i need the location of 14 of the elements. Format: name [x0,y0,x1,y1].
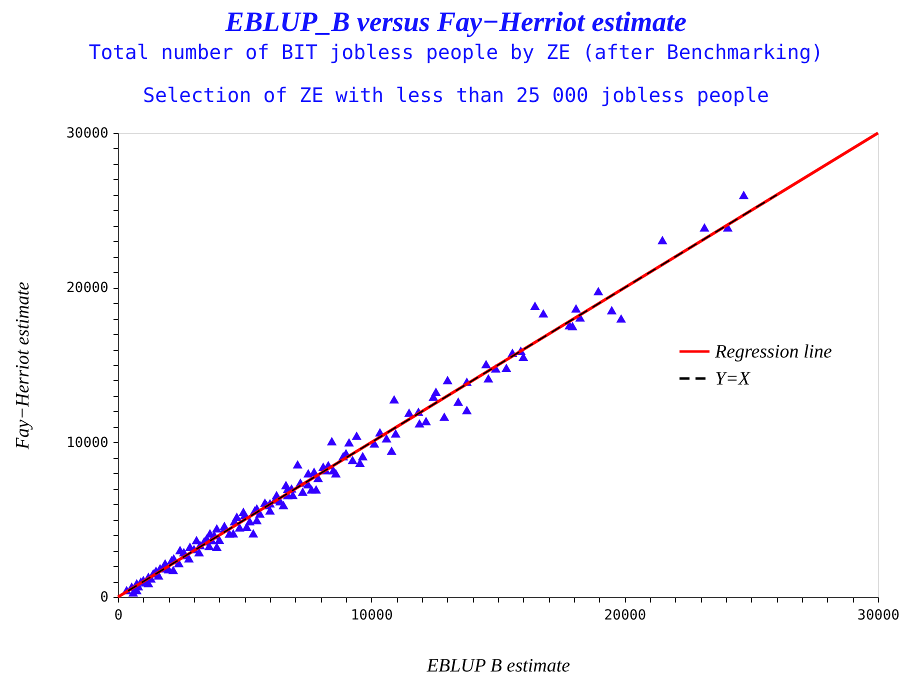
legend-label: Y=X [715,368,752,390]
y-axis-title: Fay−Herriot estimate [12,282,34,450]
y-tick-label: 20000 [66,280,108,296]
x-axis-title: EBLUP B estimate [426,656,570,676]
legend-label: Regression line [714,342,832,362]
x-tick-label: 30000 [857,608,900,624]
y-tick-label: 30000 [66,126,108,142]
x-tick-label: 10000 [350,608,393,624]
y-tick-label: 10000 [66,434,108,451]
x-tick-label: 0 [114,608,123,624]
x-tick-label: 20000 [604,608,646,624]
chart-subtitle: Total number of BIT jobless people by ZE (after Benchmarking) Selection of ZE with less than 25 000 jobless people [88,40,824,107]
y-tick-label: 0 [100,590,108,606]
chart-title: EBLUP_B versus Fay−Herriot estimate [224,7,687,38]
